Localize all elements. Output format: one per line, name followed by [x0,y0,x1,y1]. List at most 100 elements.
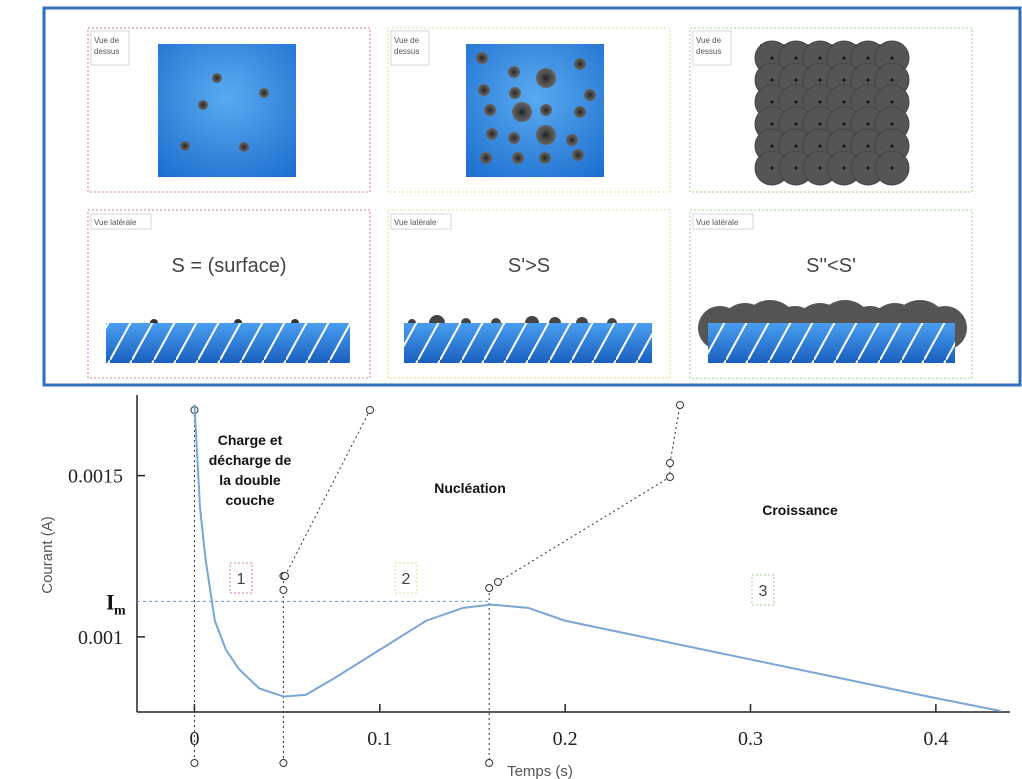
top-view-label: dessus [94,47,119,56]
phase-label: la double [219,472,281,488]
nucleus-core [890,122,894,126]
connector [497,404,681,583]
stage-box [751,574,775,606]
nucleus-core [818,56,822,60]
nucleus [180,141,190,151]
phase-label: Nucléation [434,480,506,496]
connector [284,409,371,577]
nucleus-core [842,78,846,82]
nucleus [574,106,586,118]
nucleus [512,102,532,122]
label-box [692,30,732,66]
nucleus-core [890,144,894,148]
top-view-label: Vue de [394,36,420,45]
nucleus-core [770,100,774,104]
nucleus-core [890,166,894,170]
x-tick-label: 0.2 [553,728,578,750]
connector-end [676,401,684,409]
nucleus [508,132,520,144]
nucleus-core [794,100,798,104]
nucleus-core [842,100,846,104]
phase-label: décharge de [209,452,292,468]
phase-label: Charge et [218,432,283,448]
connector-end [494,578,502,586]
nucleus [476,52,488,64]
nucleus-core [866,122,870,126]
nucleus-core [794,56,798,60]
view-box [689,209,973,379]
view-box [387,27,671,193]
nucleus [478,84,490,96]
marker-end [485,759,494,767]
nucleus-core [842,144,846,148]
phase-label: Croissance [762,502,838,518]
nucleus-core [866,100,870,104]
nucleus-core [866,78,870,82]
nucleus-core [770,144,774,148]
nucleus [509,87,521,99]
y-axis-label: Courant (A) [39,516,56,594]
label-box [90,213,152,230]
y-tick-label: 0.001 [78,627,123,649]
nucleus [540,104,552,116]
nucleus-core [866,166,870,170]
nucleus-core [818,166,822,170]
nucleus-core [866,144,870,148]
nucleus-core [818,78,822,82]
nucleus-core [770,78,774,82]
phase-label: couche [225,492,274,508]
stage-box [229,562,253,594]
nucleus [572,149,584,161]
nucleus [536,125,556,145]
nucleus-core [866,56,870,60]
nucleus [584,89,596,101]
marker-end [279,759,288,767]
im-subscript: m [114,603,126,618]
substrate-top [158,44,296,177]
nucleus-core [818,144,822,148]
nucleus-core [818,122,822,126]
marker-end [190,759,199,767]
nucleus-core [818,100,822,104]
stage-label: 1 [237,571,246,588]
caption: S''<S' [806,255,856,277]
nucleus [512,152,524,164]
nucleus [486,128,498,140]
label-box [390,213,452,230]
nucleus-core [794,166,798,170]
caption: S = (surface) [171,255,286,277]
current-curve [193,404,1001,713]
nucleus [212,73,222,83]
nucleus-core [770,122,774,126]
side-view-label: Vue latérale [94,218,137,227]
nucleus-core [794,78,798,82]
im-label: I [106,589,115,614]
nucleus-core [770,56,774,60]
nucleus [536,68,556,88]
nucleus [484,104,496,116]
label-box [390,30,430,66]
hatch [106,323,350,363]
nucleus-core [890,78,894,82]
top-view-label: Vue de [696,36,722,45]
nucleus-core [794,122,798,126]
stage-label: 3 [759,583,768,600]
nucleus-core [842,166,846,170]
nucleus [566,134,578,146]
side-view-label: Vue latérale [696,218,739,227]
top-view-label: Vue de [94,36,120,45]
nucleus [574,58,586,70]
x-tick-label: 0.1 [367,728,392,750]
x-tick-label: 0 [189,728,199,750]
nucleus [508,66,520,78]
marker-end [485,584,494,592]
stage-label: 2 [402,571,411,588]
connector-end [366,406,374,414]
label-box [90,30,130,66]
hatch [404,323,652,363]
nucleus [259,88,269,98]
nucleus-core [794,144,798,148]
x-tick-label: 0.4 [923,728,948,750]
view-box [87,27,371,193]
nucleus-core [890,56,894,60]
